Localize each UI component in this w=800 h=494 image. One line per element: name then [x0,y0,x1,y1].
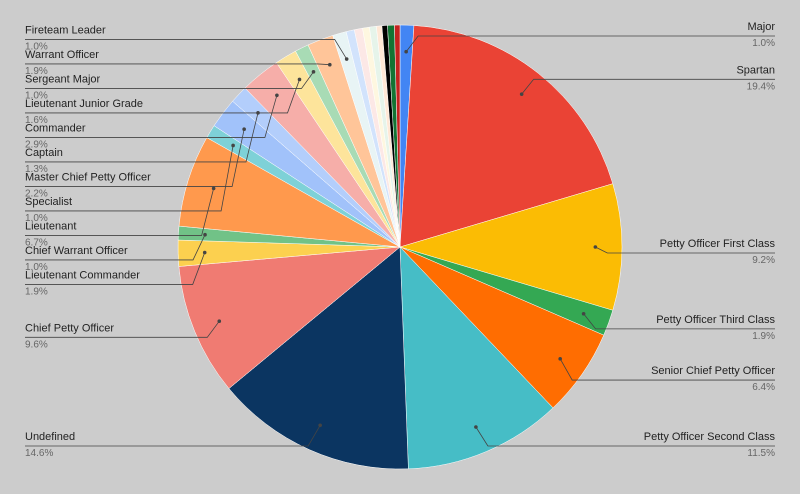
slice-label: Petty Officer First Class [660,238,776,250]
leader-line [475,426,775,447]
leader-dot [231,143,235,148]
leader-line [595,246,775,254]
slice-value-label: 19.4% [747,81,775,92]
leader-dot [474,425,478,429]
slice-value-label: 1.3% [25,164,48,175]
leader-line [25,79,300,114]
slice-label: Major [747,21,775,33]
slice-label: Lieutenant [25,220,76,232]
leader-line [583,313,775,330]
slice-label: Undefined [25,431,75,443]
leader-dot [404,49,408,54]
slice-label: Petty Officer Second Class [644,431,776,443]
leader-line [25,129,245,187]
slice-label: Master Chief Petty Officer [25,171,151,183]
slice-label: Specialist [25,196,72,208]
leader-dot [519,92,524,96]
slice-value-label: 1.0% [752,38,775,49]
leader-line [521,78,775,95]
slice-value-label: 1.9% [25,286,48,297]
slice-value-label: 6.7% [25,237,48,248]
slice-value-label: 1.0% [25,90,48,101]
leader-dot [327,62,332,67]
leader-line [25,234,206,261]
leader-dot [203,232,207,237]
slice-value-label: 1.0% [25,41,48,52]
leader-line [25,63,330,66]
slice-label: Chief Warrant Officer [25,245,128,257]
slice-value-label: 6.4% [752,382,775,393]
pie-slice [399,25,614,248]
pie-slice [399,183,623,311]
leader-dot [202,250,207,255]
slice-label: Fireteam Leader [25,24,106,36]
slice-label: Lieutenant Commander [25,269,140,281]
slice-value-label: 1.9% [25,66,48,77]
pie-slice [394,24,401,248]
slice-value-label: 1.9% [752,331,775,342]
leader-dot [344,57,349,61]
slice-label: Senior Chief Petty Officer [651,365,775,377]
leader-line [25,71,314,89]
pie-slice [399,246,554,470]
leader-line [25,39,348,60]
slice-value-label: 1.6% [25,115,48,126]
slice-value-label: 9.2% [752,255,775,266]
slice-value-label: 2.9% [25,139,48,150]
leader-dot [558,357,562,361]
leader-dot [256,111,260,115]
leader-line [25,188,215,236]
slice-value-label: 2.2% [25,188,48,199]
slice-label: Chief Petty Officer [25,322,114,334]
slice-label: Warrant Officer [25,49,99,61]
leader-dot [581,311,586,316]
pie-slice [228,246,409,470]
leader-dot [593,245,598,249]
leader-line [405,35,775,52]
leader-line [25,320,220,338]
slice-value-label: 1.0% [25,213,48,224]
leader-line [25,95,278,138]
leader-dot [297,77,302,82]
slice-label: Captain [25,147,63,159]
slice-label: Spartan [736,64,775,76]
pie-slice [178,246,401,389]
leader-dot [318,423,322,428]
leader-line [25,145,234,212]
leader-line [25,425,321,447]
slice-value-label: 14.6% [25,448,53,459]
leader-dot [311,70,316,74]
leader-dot [275,93,279,98]
leader-dot [217,319,222,323]
slice-value-label: 9.6% [25,339,48,350]
slice-label: Petty Officer Third Class [656,314,775,326]
leader-line [25,112,259,163]
leader-line [25,252,206,285]
leader-dot [211,186,216,191]
slice-label: Sergeant Major [25,73,101,85]
slice-label: Commander [25,122,86,134]
leader-dot [242,127,246,132]
slice-label: Lieutenant Junior Grade [25,98,143,110]
slice-value-label: 11.5% [747,448,775,459]
leader-line [559,358,775,381]
slice-value-label: 1.0% [25,262,48,273]
